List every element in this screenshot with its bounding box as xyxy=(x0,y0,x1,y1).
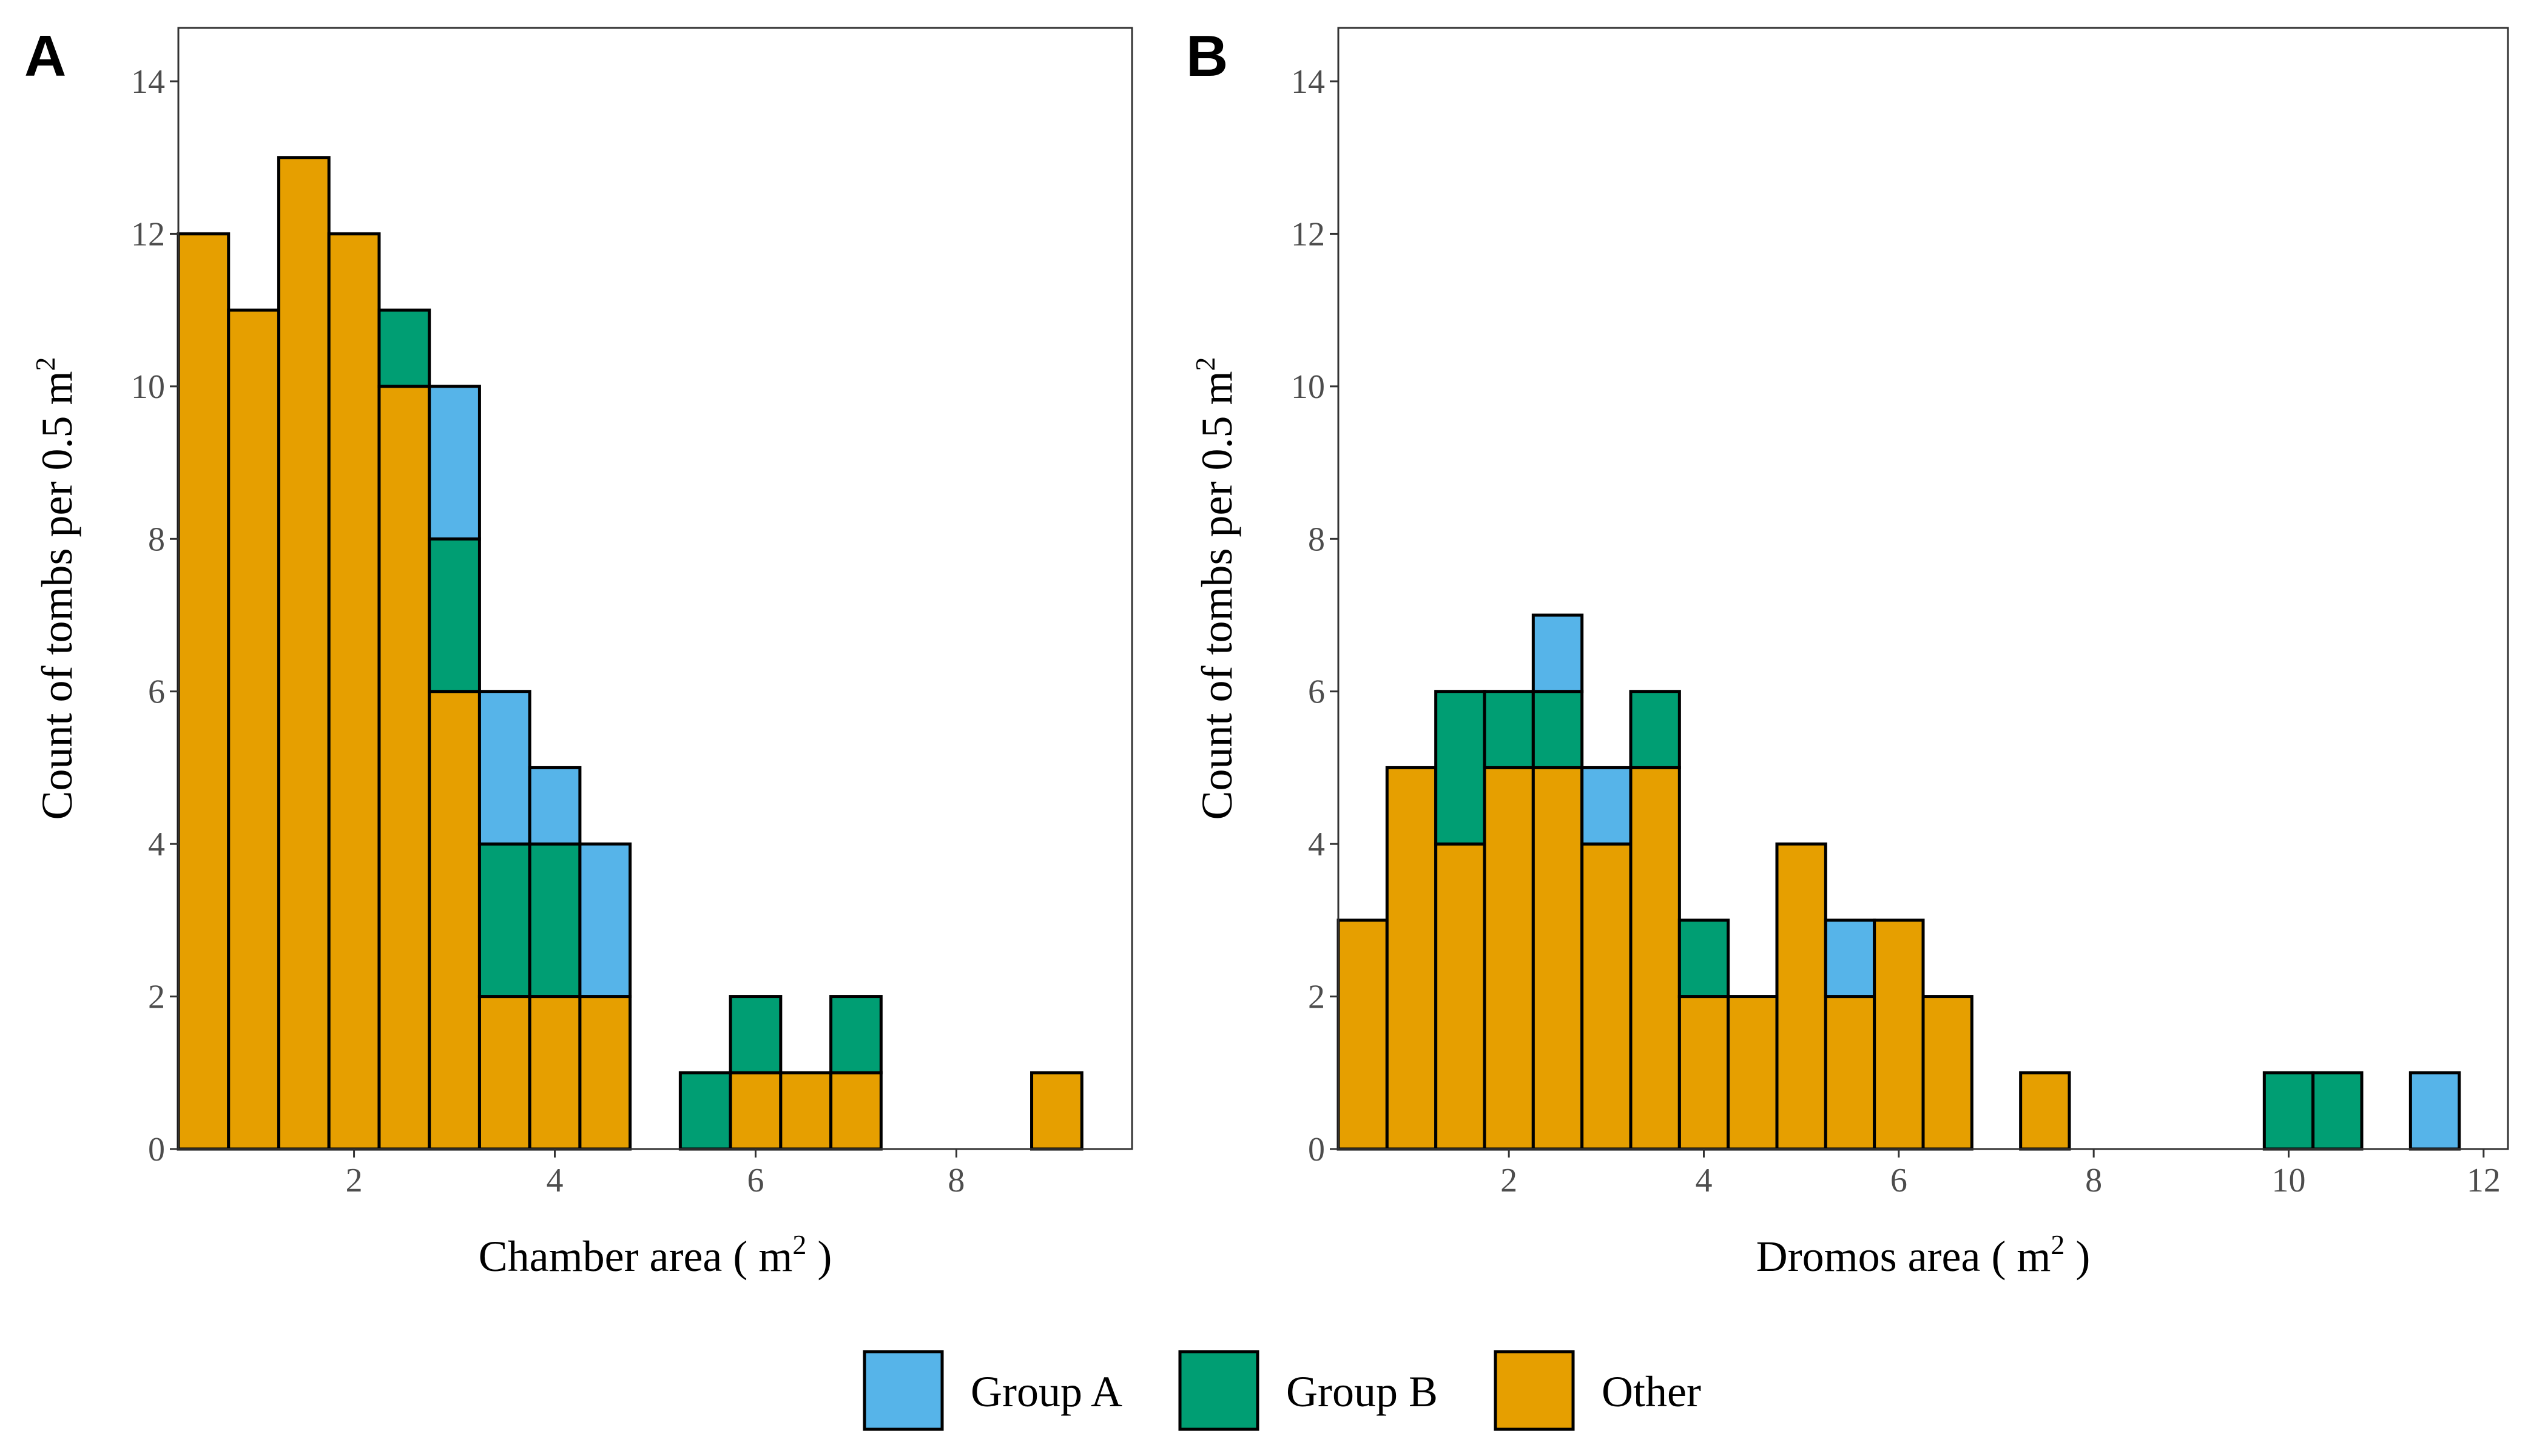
y-tick-label: 14 xyxy=(1291,63,1325,101)
bar-segment-group-a xyxy=(2408,1071,2461,1151)
bar-segment-group-a xyxy=(1580,766,1633,846)
legend-label-group-a: Group A xyxy=(971,1367,1122,1416)
y-tick-label: 0 xyxy=(1308,1131,1325,1168)
x-tick-label: 4 xyxy=(1696,1162,1713,1199)
bar-segment-group-b xyxy=(2311,1071,2364,1151)
y-tick-label: 10 xyxy=(1291,368,1325,406)
y-tick-label: 6 xyxy=(148,673,165,711)
bar-segment-other xyxy=(578,995,632,1151)
bar-segment-other xyxy=(428,690,481,1151)
bar-segment-other xyxy=(1483,766,1535,1151)
bar-segment-other xyxy=(1336,918,1389,1151)
panel-a-tag: A xyxy=(24,24,66,89)
x-tick-label: 2 xyxy=(1500,1162,1517,1199)
bar-segment-group-b xyxy=(1677,918,1730,999)
bar-segment-group-b xyxy=(1434,690,1486,846)
bar-segment-other xyxy=(729,1071,783,1151)
bar-segment-group-a xyxy=(477,690,531,846)
panel-a-x-axis: 2 4 6 8 xyxy=(346,1149,965,1199)
bar-segment-other xyxy=(1873,918,1925,1151)
bar-segment-group-b xyxy=(377,308,431,388)
panel-b-bars xyxy=(1336,613,2461,1151)
bar-segment-other xyxy=(1677,995,1730,1151)
bar-segment-other xyxy=(2019,1071,2071,1151)
bar-segment-other xyxy=(1824,995,1876,1151)
y-tick-label: 10 xyxy=(131,368,165,406)
bar-segment-other xyxy=(1531,766,1584,1151)
legend-key-other xyxy=(1494,1350,1575,1431)
legend-key-group-b xyxy=(1178,1350,1259,1431)
bar-segment-group-a xyxy=(528,766,582,846)
x-tick-label: 8 xyxy=(948,1162,965,1199)
y-tick-label: 0 xyxy=(148,1131,165,1168)
bar-segment-group-b xyxy=(1629,690,1681,769)
panel-b-y-axis: 0 2 4 6 8 10 12 14 xyxy=(1291,63,1338,1168)
y-tick-label: 2 xyxy=(148,979,165,1016)
x-tick-label: 8 xyxy=(2085,1162,2102,1199)
panel-a-x-axis-title: Chamber area ( m2 ) xyxy=(479,1229,832,1281)
bar-segment-group-b xyxy=(729,995,783,1074)
bar-segment-group-b xyxy=(2262,1071,2315,1151)
bar-segment-other xyxy=(779,1071,833,1151)
bar-segment-group-b xyxy=(428,537,481,693)
bar-segment-other xyxy=(477,995,531,1151)
x-tick-label: 6 xyxy=(747,1162,764,1199)
bar-segment-other xyxy=(327,232,381,1151)
x-tick-label: 4 xyxy=(547,1162,564,1199)
panel-b-y-axis-title: Count of tombs per 0.5 m2 xyxy=(1190,357,1241,820)
panel-a-bars xyxy=(177,156,1084,1151)
y-tick-label: 4 xyxy=(148,826,165,863)
bar-segment-group-b xyxy=(1531,690,1584,769)
y-tick-label: 12 xyxy=(1291,215,1325,253)
panel-a-y-axis-title: Count of tombs per 0.5 m2 xyxy=(30,357,81,820)
y-tick-label: 8 xyxy=(148,521,165,558)
bar-segment-other xyxy=(528,995,582,1151)
panel-a-border xyxy=(177,27,1133,1150)
bar-segment-group-a xyxy=(1531,613,1584,693)
bar-segment-group-b xyxy=(477,842,531,999)
legend-label-other: Other xyxy=(1602,1367,1701,1416)
bar-segment-group-a xyxy=(578,842,632,999)
y-tick-label: 2 xyxy=(1308,979,1325,1016)
bar-segment-group-b xyxy=(678,1071,732,1151)
y-tick-label: 4 xyxy=(1308,826,1325,863)
bar-segment-other xyxy=(829,1071,883,1151)
panel-b-border xyxy=(1337,27,2509,1150)
legend: Group A Group B Other xyxy=(863,1350,1701,1431)
panel-b-x-axis: 2 4 6 8 10 12 xyxy=(1500,1149,2501,1199)
bar-segment-other xyxy=(227,308,280,1151)
bar-segment-other xyxy=(277,156,331,1151)
x-tick-label: 6 xyxy=(1890,1162,1907,1199)
panel-b: B 0 2 4 6 8 10 12 14 2 4 6 8 10 12 Count of tombs pe… xyxy=(1186,24,2509,1281)
x-tick-label: 2 xyxy=(346,1162,363,1199)
bar-segment-group-b xyxy=(829,995,883,1074)
panel-a: A 0 2 4 6 8 10 12 14 2 4 6 8 Count of tombs per 0.… xyxy=(24,24,1133,1281)
bar-segment-group-a xyxy=(428,385,481,541)
bar-segment-other xyxy=(1921,995,1973,1151)
legend-label-group-b: Group B xyxy=(1286,1367,1438,1416)
y-tick-label: 14 xyxy=(131,63,165,101)
panel-a-y-axis: 0 2 4 6 8 10 12 14 xyxy=(131,63,178,1168)
x-tick-label: 10 xyxy=(2272,1162,2306,1199)
bar-segment-group-b xyxy=(1483,690,1535,769)
bar-segment-other xyxy=(1434,842,1486,1151)
y-tick-label: 6 xyxy=(1308,673,1325,711)
y-tick-label: 8 xyxy=(1308,521,1325,558)
bar-segment-other xyxy=(1030,1071,1084,1151)
bar-segment-group-a xyxy=(1824,918,1876,999)
bar-segment-group-b xyxy=(528,842,582,999)
bar-segment-other xyxy=(1385,766,1438,1151)
bar-segment-other xyxy=(1727,995,1779,1151)
panel-b-tag: B xyxy=(1186,24,1228,89)
bar-segment-other xyxy=(377,385,431,1151)
panel-b-x-axis-title: Dromos area ( m2 ) xyxy=(1756,1229,2091,1281)
bar-segment-other xyxy=(1775,842,1827,1151)
y-tick-label: 12 xyxy=(131,215,165,253)
bar-segment-other xyxy=(177,232,231,1151)
x-tick-label: 12 xyxy=(2467,1162,2501,1199)
legend-key-group-a xyxy=(863,1350,944,1431)
bar-segment-other xyxy=(1629,766,1681,1151)
bar-segment-other xyxy=(1580,842,1633,1151)
